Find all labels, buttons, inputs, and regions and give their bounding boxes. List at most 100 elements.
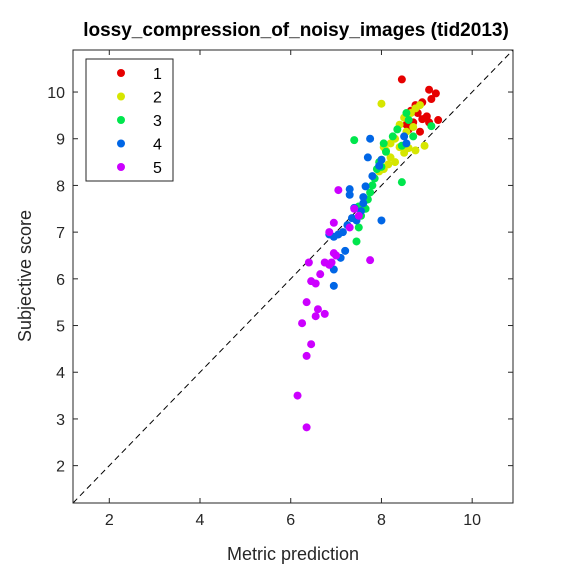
data-point [388, 132, 397, 141]
data-point [313, 305, 322, 314]
data-point [320, 258, 329, 267]
data-point [402, 109, 411, 118]
data-point [397, 75, 406, 84]
data-point [298, 319, 307, 328]
data-point [409, 123, 418, 132]
legend-label: 3 [153, 113, 162, 130]
data-point [334, 186, 343, 195]
legend-label: 5 [153, 160, 162, 177]
data-point [307, 340, 316, 349]
data-point [354, 211, 363, 220]
legend-label: 1 [153, 66, 162, 83]
data-point [320, 309, 329, 318]
data-point [345, 185, 354, 194]
data-point [352, 237, 361, 246]
legend-item: 4 [117, 137, 162, 154]
data-point [368, 172, 377, 181]
data-point [307, 277, 316, 286]
data-point [366, 188, 375, 197]
data-point [377, 155, 386, 164]
data-point [316, 270, 325, 279]
data-point [368, 181, 377, 190]
data-point [345, 223, 354, 232]
data-point [434, 116, 443, 125]
data-point [341, 246, 350, 255]
legend-items: 1 2 3 4 5 [117, 66, 162, 177]
y-tick-label: 2 [56, 459, 65, 476]
data-point [329, 218, 338, 227]
legend-box [85, 58, 174, 182]
data-point [427, 95, 436, 104]
data-point [350, 204, 359, 213]
data-point [361, 182, 370, 191]
data-point [347, 214, 356, 223]
data-point [402, 139, 411, 148]
series-5 [293, 186, 375, 432]
data-point [425, 85, 434, 94]
legend-marker [117, 92, 125, 101]
data-point [386, 139, 395, 148]
data-point [302, 423, 311, 432]
data-point [400, 148, 409, 157]
x-axis-label: Metric prediction [227, 544, 359, 564]
data-point [411, 146, 420, 155]
legend: 1 2 3 4 5 [85, 58, 174, 182]
data-point [332, 251, 341, 260]
y-tick-label: 4 [56, 365, 65, 382]
legend-marker [117, 69, 125, 77]
data-point [431, 89, 440, 98]
data-point [302, 298, 311, 307]
y-tick-label: 7 [56, 225, 65, 242]
x-tick-label: 10 [463, 512, 481, 529]
y-tick-label: 8 [56, 178, 65, 195]
axes-frame [72, 49, 514, 504]
data-point [366, 256, 375, 265]
x-axis-ticks: 2 4 6 8 10 [105, 50, 481, 529]
legend-marker [117, 163, 125, 171]
data-point [377, 99, 386, 108]
x-tick-label: 4 [196, 512, 205, 529]
data-point [377, 216, 386, 225]
data-point [404, 116, 413, 125]
data-point [393, 125, 402, 134]
x-tick-label: 2 [105, 512, 114, 529]
y-tick-label: 5 [56, 319, 65, 336]
data-point [381, 147, 390, 156]
data-point [304, 258, 313, 267]
data-point [427, 122, 436, 131]
y-tick-label: 6 [56, 272, 65, 289]
data-point [359, 193, 368, 202]
data-points [293, 75, 443, 432]
data-point [350, 136, 359, 145]
data-point [420, 141, 429, 150]
data-point [366, 134, 375, 143]
y-tick-label: 10 [47, 85, 65, 102]
x-tick-label: 6 [286, 512, 295, 529]
data-point [375, 161, 384, 170]
data-point [359, 199, 368, 208]
legend-label: 4 [153, 137, 162, 154]
data-point [329, 281, 338, 290]
data-point [416, 127, 425, 136]
legend-marker [117, 139, 125, 148]
data-point [354, 223, 363, 232]
data-point [302, 351, 311, 360]
legend-item: 1 [117, 66, 162, 83]
legend-item: 5 [117, 160, 162, 177]
data-point [409, 132, 418, 141]
chart-title: lossy_compression_of_noisy_images (tid20… [83, 20, 509, 41]
data-point [345, 190, 354, 199]
y-axis-label: Subjective score [15, 210, 35, 342]
reference-line [72, 49, 514, 504]
y-tick-label: 9 [56, 132, 65, 149]
data-point [363, 153, 372, 162]
y-tick-label: 3 [56, 412, 65, 429]
data-point [391, 158, 400, 167]
data-point [379, 139, 388, 148]
x-tick-label: 8 [377, 512, 386, 529]
legend-marker [117, 116, 125, 124]
data-point [397, 178, 406, 187]
data-point [293, 391, 302, 400]
data-point [325, 228, 334, 237]
